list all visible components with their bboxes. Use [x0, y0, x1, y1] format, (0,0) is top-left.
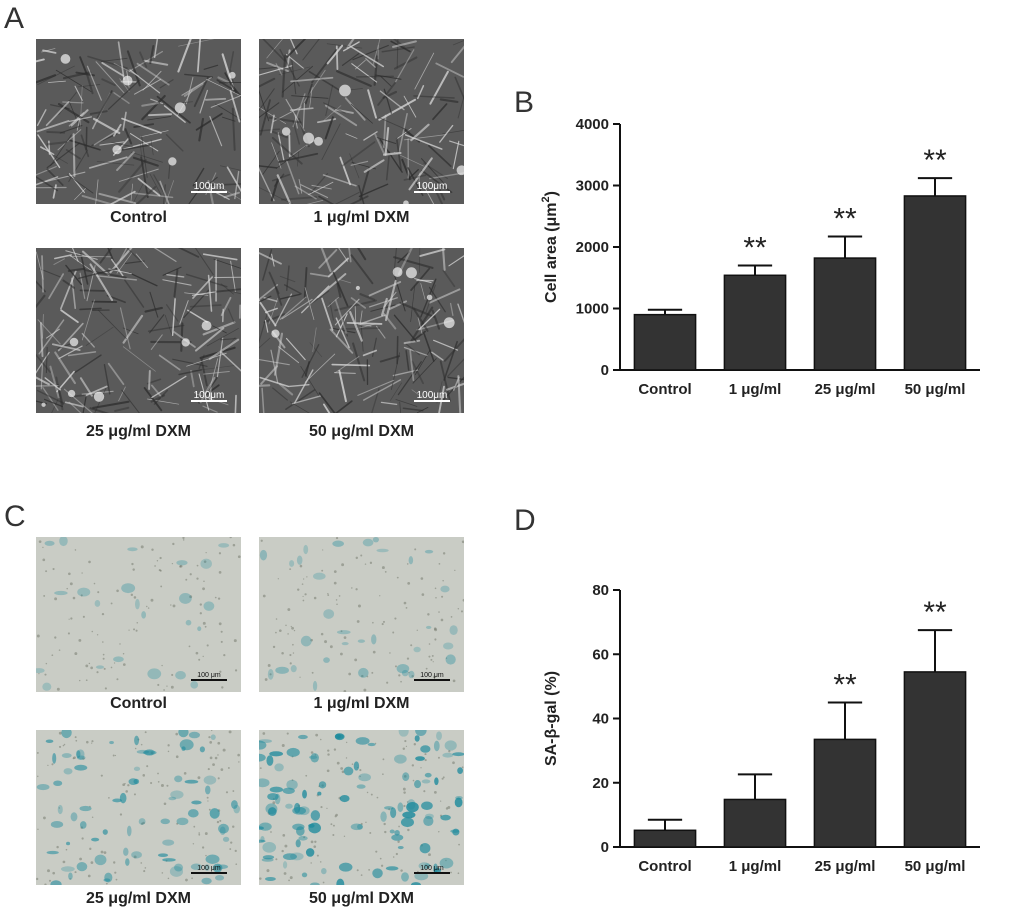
y-tick-label: 0	[601, 839, 609, 856]
x-tick-label: 1 μg/ml	[729, 381, 782, 398]
significance-marker: **	[833, 203, 857, 236]
x-tick-label: Control	[638, 858, 691, 875]
caption-c-control: Control	[110, 695, 167, 712]
y-axis-label: SA-β-gal (%)	[543, 671, 560, 766]
bar	[813, 257, 877, 371]
significance-marker: **	[923, 596, 947, 629]
bar	[723, 274, 787, 371]
scale-bar-label: 100μm	[194, 181, 225, 192]
y-tick-label: 20	[592, 775, 609, 792]
caption-c-1ug: 1 μg/ml DXM	[313, 695, 410, 712]
bar	[723, 798, 787, 848]
bar	[633, 313, 697, 371]
scale-bar-label: 100 μm	[197, 865, 221, 872]
chart-sa-beta-gal: 0 20 40 60 80 SA-β-gal (%) Control 1 μg/ml 25 μg…	[543, 582, 980, 875]
bar	[633, 829, 697, 848]
micrograph-a-control: 100μm	[36, 39, 241, 204]
micrograph-a-50ug: 100μm	[259, 248, 464, 413]
micrograph-c-control: 100 μm	[36, 537, 241, 692]
micrograph-c-1ug: 100 μm	[259, 537, 464, 692]
chart-cell-area: 0 1000 2000 3000 4000 Cell area (μm2) Control 1…	[540, 116, 980, 398]
caption-a-25ug: 25 μg/ml DXM	[86, 423, 191, 440]
y-tick-label: 2000	[576, 239, 609, 256]
panel-letter-c: C	[4, 500, 26, 533]
panel-letter-b: B	[514, 86, 535, 119]
micrograph-c-25ug: 100 μm	[36, 730, 241, 885]
significance-marker: **	[833, 668, 857, 701]
panel-letter-d: D	[514, 504, 536, 537]
bar	[903, 671, 967, 848]
micrograph-a-1ug: 100μm	[259, 39, 464, 204]
caption-a-1ug: 1 μg/ml DXM	[313, 209, 410, 226]
y-tick-label: 3000	[576, 178, 609, 195]
bar	[813, 738, 877, 848]
scale-bar-label: 100μm	[194, 390, 225, 401]
significance-marker: **	[743, 231, 767, 264]
y-axis-label: Cell area (μm2)	[540, 191, 560, 303]
scale-bar-label: 100 μm	[420, 672, 444, 679]
y-tick-label: 0	[601, 362, 609, 379]
x-tick-label: 50 μg/ml	[905, 381, 966, 398]
panel-letter-a: A	[4, 2, 25, 35]
bar	[903, 195, 967, 371]
y-tick-label: 40	[592, 711, 609, 728]
scale-bar-label: 100μm	[417, 390, 448, 401]
micrograph-a-25ug: 100μm	[36, 248, 241, 413]
y-tick-label: 80	[592, 582, 609, 599]
x-tick-label: 1 μg/ml	[729, 858, 782, 875]
scale-bar-label: 100 μm	[197, 672, 221, 679]
significance-marker: **	[923, 144, 947, 177]
y-tick-label: 4000	[576, 116, 609, 133]
x-tick-label: Control	[638, 381, 691, 398]
y-tick-label: 60	[592, 646, 609, 663]
x-tick-label: 25 μg/ml	[815, 381, 876, 398]
scale-bar-label: 100μm	[417, 181, 448, 192]
micrograph-c-50ug: 100 μm	[259, 730, 464, 885]
caption-c-25ug: 25 μg/ml DXM	[86, 890, 191, 907]
caption-c-50ug: 50 μg/ml DXM	[309, 890, 414, 907]
scale-bar-label: 100 μm	[420, 865, 444, 872]
x-tick-label: 50 μg/ml	[905, 858, 966, 875]
x-tick-label: 25 μg/ml	[815, 858, 876, 875]
y-tick-label: 1000	[576, 301, 609, 318]
caption-a-50ug: 50 μg/ml DXM	[309, 423, 414, 440]
caption-a-control: Control	[110, 209, 167, 226]
